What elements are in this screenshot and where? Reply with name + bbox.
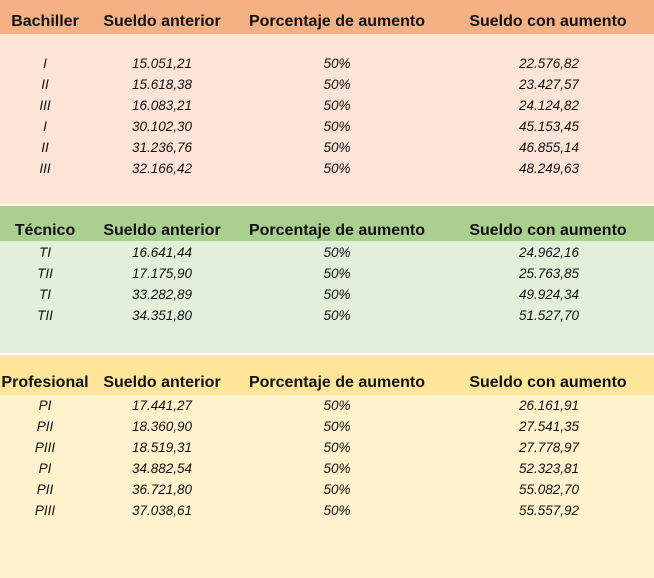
cell-porcentaje: 50% xyxy=(323,440,351,455)
header-category: Profesional xyxy=(1,374,89,391)
cell-porcentaje: 50% xyxy=(323,77,351,92)
tecnico-body-band: TI 16.641,44 50% 24.962,16 TII 17.175,90… xyxy=(0,241,654,353)
cell-level: TII xyxy=(37,308,53,323)
cell-porcentaje: 50% xyxy=(323,398,351,413)
cell-level: TII xyxy=(37,266,53,281)
table-row: PI 34.882,54 50% 52.323,81 xyxy=(0,461,654,482)
header-category: Bachiller xyxy=(11,13,79,30)
header-sueldo-aumento: Sueldo con aumento xyxy=(469,222,627,239)
cell-porcentaje: 50% xyxy=(323,308,351,323)
cell-porcentaje: 50% xyxy=(323,56,351,71)
cell-level: III xyxy=(39,161,51,176)
cell-sueldo-anterior: 16.641,44 xyxy=(131,245,192,260)
cell-sueldo-aumento: 27.778,97 xyxy=(518,440,579,455)
table-row: TI 16.641,44 50% 24.962,16 xyxy=(0,245,654,266)
header-sueldo-aumento: Sueldo con aumento xyxy=(469,374,627,391)
cell-sueldo-aumento: 49.924,34 xyxy=(518,287,579,302)
cell-sueldo-anterior: 18.360,90 xyxy=(131,419,192,434)
cell-sueldo-anterior: 34.882,54 xyxy=(131,461,192,476)
cell-sueldo-anterior: 31.236,76 xyxy=(131,140,192,155)
cell-level: II xyxy=(41,140,49,155)
cell-porcentaje: 50% xyxy=(323,461,351,476)
cell-sueldo-anterior: 33.282,89 xyxy=(131,287,192,302)
cell-sueldo-aumento: 27.541,35 xyxy=(518,419,579,434)
cell-level: PII xyxy=(36,419,54,434)
cell-porcentaje: 50% xyxy=(323,140,351,155)
cell-porcentaje: 50% xyxy=(323,503,351,518)
cell-porcentaje: 50% xyxy=(323,245,351,260)
table-row: II 15.618,38 50% 23.427,57 xyxy=(0,77,654,98)
cell-sueldo-anterior: 17.441,27 xyxy=(131,398,192,413)
cell-sueldo-anterior: 34.351,80 xyxy=(131,308,192,323)
cell-sueldo-anterior: 18.519,31 xyxy=(131,440,192,455)
table-row: PIII 18.519,31 50% 27.778,97 xyxy=(0,440,654,461)
cell-sueldo-aumento: 55.557,92 xyxy=(518,503,579,518)
cell-sueldo-aumento: 22.576,82 xyxy=(518,56,579,71)
cell-level: TI xyxy=(39,287,51,302)
table-row: III 16.083,21 50% 24.124,82 xyxy=(0,98,654,119)
cell-sueldo-aumento: 23.427,57 xyxy=(518,77,579,92)
table-row: II 31.236,76 50% 46.855,14 xyxy=(0,140,654,161)
profesional-header-band: Profesional Sueldo anterior Porcentaje d… xyxy=(0,355,654,395)
cell-porcentaje: 50% xyxy=(323,419,351,434)
table-row: I 30.102,30 50% 45.153,45 xyxy=(0,119,654,140)
cell-porcentaje: 50% xyxy=(323,266,351,281)
cell-porcentaje: 50% xyxy=(323,287,351,302)
cell-sueldo-aumento: 48.249,63 xyxy=(518,161,579,176)
cell-level: TI xyxy=(39,245,51,260)
cell-sueldo-anterior: 15.618,38 xyxy=(131,77,192,92)
cell-level: PI xyxy=(38,398,52,413)
cell-sueldo-aumento: 24.124,82 xyxy=(518,98,579,113)
table-row: TII 34.351,80 50% 51.527,70 xyxy=(0,308,654,329)
header-sueldo-aumento: Sueldo con aumento xyxy=(469,13,627,30)
cell-sueldo-aumento: 45.153,45 xyxy=(518,119,579,134)
table-row: TI 33.282,89 50% 49.924,34 xyxy=(0,287,654,308)
cell-level: PII xyxy=(36,482,54,497)
cell-level: PIII xyxy=(34,440,56,455)
cell-sueldo-anterior: 15.051,21 xyxy=(131,56,192,71)
table-row: TII 17.175,90 50% 25.763,85 xyxy=(0,266,654,287)
cell-sueldo-aumento: 55.082,70 xyxy=(518,482,579,497)
cell-sueldo-anterior: 16.083,21 xyxy=(131,98,192,113)
bachiller-body-band: I 15.051,21 50% 22.576,82 II 15.618,38 5… xyxy=(0,34,654,204)
table-row: PII 18.360,90 50% 27.541,35 xyxy=(0,419,654,440)
cell-sueldo-anterior: 36.721,80 xyxy=(131,482,192,497)
header-sueldo-anterior: Sueldo anterior xyxy=(103,374,221,391)
header-porcentaje: Porcentaje de aumento xyxy=(248,374,426,391)
cell-level: II xyxy=(41,77,49,92)
header-porcentaje: Porcentaje de aumento xyxy=(248,13,426,30)
cell-sueldo-aumento: 46.855,14 xyxy=(518,140,579,155)
cell-sueldo-aumento: 26.161,91 xyxy=(518,398,579,413)
table-row: III 32.166,42 50% 48.249,63 xyxy=(0,161,654,182)
header-sueldo-anterior: Sueldo anterior xyxy=(103,222,221,239)
cell-sueldo-anterior: 32.166,42 xyxy=(131,161,192,176)
cell-sueldo-aumento: 51.527,70 xyxy=(518,308,579,323)
cell-level: I xyxy=(43,119,47,134)
header-porcentaje: Porcentaje de aumento xyxy=(248,222,426,239)
tecnico-header-band: Técnico Sueldo anterior Porcentaje de au… xyxy=(0,206,654,241)
cell-level: III xyxy=(39,98,51,113)
header-sueldo-anterior: Sueldo anterior xyxy=(103,13,221,30)
header-category: Técnico xyxy=(14,222,76,239)
cell-porcentaje: 50% xyxy=(323,161,351,176)
cell-sueldo-anterior: 37.038,61 xyxy=(131,503,192,518)
cell-sueldo-aumento: 24.962,16 xyxy=(518,245,579,260)
table-row: PII 36.721,80 50% 55.082,70 xyxy=(0,482,654,503)
cell-sueldo-aumento: 25.763,85 xyxy=(518,266,579,281)
cell-sueldo-aumento: 52.323,81 xyxy=(518,461,579,476)
cell-porcentaje: 50% xyxy=(323,119,351,134)
cell-level: PI xyxy=(38,461,52,476)
table-row: PIII 37.038,61 50% 55.557,92 xyxy=(0,503,654,524)
table-row: PI 17.441,27 50% 26.161,91 xyxy=(0,398,654,419)
cell-porcentaje: 50% xyxy=(323,98,351,113)
cell-porcentaje: 50% xyxy=(323,482,351,497)
cell-level: I xyxy=(43,56,47,71)
cell-sueldo-anterior: 17.175,90 xyxy=(131,266,192,281)
bachiller-header-band: Bachiller Sueldo anterior Porcentaje de … xyxy=(0,0,654,34)
cell-sueldo-anterior: 30.102,30 xyxy=(131,119,192,134)
profesional-body-band: PI 17.441,27 50% 26.161,91 PII 18.360,90… xyxy=(0,395,654,578)
table-row: I 15.051,21 50% 22.576,82 xyxy=(0,56,654,77)
cell-level: PIII xyxy=(34,503,56,518)
